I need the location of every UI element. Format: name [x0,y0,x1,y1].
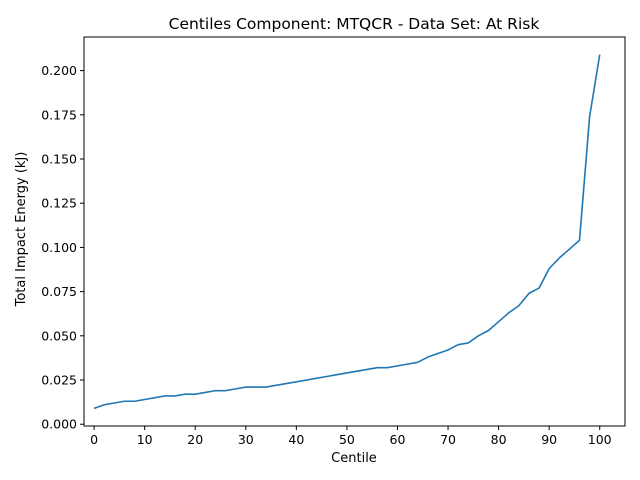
x-tick-label: 30 [238,432,254,447]
y-tick-label: 0.025 [41,373,77,388]
x-tick-label: 50 [339,432,355,447]
plot-frame [83,36,626,427]
y-tick-label: 0.150 [41,152,77,167]
x-tick-label: 60 [390,432,406,447]
y-tick-label: 0.175 [41,107,77,122]
chart-title: Centiles Component: MTQCR - Data Set: At… [169,15,540,33]
x-tick-label: 80 [491,432,507,447]
y-axis-ticks: 0.000 0.025 0.050 0.075 0.100 0.125 0.150 0.175… [41,63,84,432]
x-tick-label: 40 [288,432,304,447]
y-tick-label: 0.200 [41,63,77,78]
plot-area [93,54,601,410]
x-tick-label: 90 [541,432,557,447]
series-line-0 [93,54,601,410]
x-axis-ticks: 0 10 20 30 40 50 60 70 80 90 100 [90,426,612,447]
x-tick-label: 70 [440,432,456,447]
y-tick-label: 0.125 [41,196,77,211]
x-tick-label: 10 [137,432,153,447]
y-tick-label: 0.075 [41,284,77,299]
x-tick-label: 0 [90,432,98,447]
y-axis-label: Total Impact Energy (kJ) [14,152,29,308]
x-tick-label: 20 [187,432,203,447]
x-axis-label: Centile [331,451,377,466]
y-tick-label: 0.050 [41,328,77,343]
y-tick-label: 0.000 [41,417,77,432]
x-tick-label: 100 [588,432,612,447]
y-tick-label: 0.100 [41,240,77,255]
